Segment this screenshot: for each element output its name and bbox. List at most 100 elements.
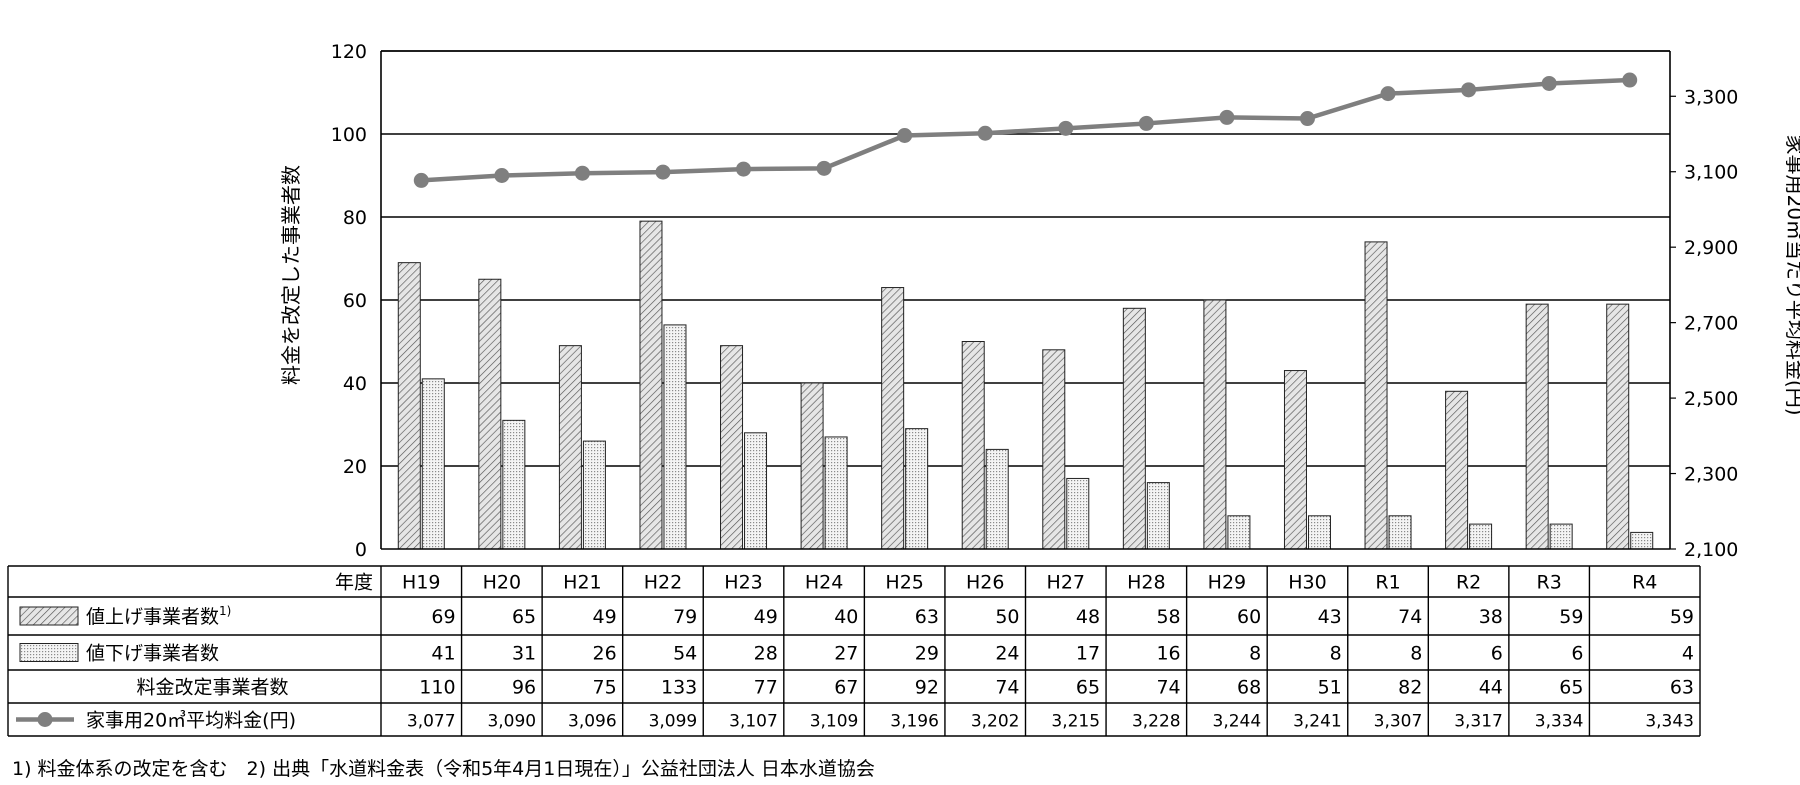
table-cell: 8: [1249, 643, 1261, 665]
table-year-header: H23: [724, 572, 762, 594]
table-cell: 3,196: [890, 712, 939, 732]
table-cell: 8: [1410, 643, 1422, 665]
bar-price-decrease: [1227, 515, 1251, 550]
bar-price-decrease: [1469, 523, 1493, 550]
line-point: [736, 161, 752, 177]
table-year-header: H21: [563, 572, 601, 594]
footnote: 1) 料金体系の改定を含む 2) 出典「水道料金表（令和5年4月1日現在）」公益…: [12, 758, 875, 780]
table-cell: 3,334: [1535, 712, 1584, 732]
table-year-header: R4: [1632, 572, 1657, 594]
line-point: [1219, 109, 1235, 125]
table-year-header: H28: [1127, 572, 1165, 594]
y-right-tick-label: 2,900: [1684, 237, 1738, 259]
bar-price-increase: [397, 262, 421, 550]
table-cell: 28: [754, 643, 778, 665]
table-year-header: H25: [885, 572, 923, 594]
bar-price-increase: [558, 345, 582, 550]
data-table: 年度 H19 H20 H21 H22 H23 H24 H25 H26 H27 H28 H29 H30 R1…: [7, 565, 1701, 737]
bar-price-increase: [478, 278, 502, 550]
table-cell: 3,202: [971, 712, 1020, 732]
line-point: [1622, 72, 1638, 88]
table-cell: 63: [915, 606, 939, 628]
table-cell: 4: [1682, 643, 1694, 665]
table-cell: 96: [512, 677, 536, 699]
table-year-header: H29: [1208, 572, 1246, 594]
table-cell: 41: [431, 643, 455, 665]
y-right-tick-label: 2,700: [1684, 313, 1738, 335]
table-row-label: 家事用20㎥平均料金(円): [86, 710, 296, 732]
table-cell: 50: [995, 606, 1019, 628]
bar-price-decrease: [744, 432, 768, 550]
table-cell: 74: [995, 677, 1019, 699]
table-cell: 3,096: [568, 712, 617, 732]
table-cell: 133: [661, 677, 697, 699]
table-cell: 74: [1398, 606, 1422, 628]
table-cell: 63: [1670, 677, 1694, 699]
y-right-tick-label: 2,500: [1684, 388, 1738, 410]
bar-price-decrease: [1388, 515, 1412, 550]
line-point: [1299, 111, 1315, 127]
bar-price-decrease: [905, 428, 929, 550]
bar-price-increase: [1606, 303, 1630, 550]
table-cell: 51: [1318, 677, 1342, 699]
table-cell: 3,343: [1645, 712, 1694, 732]
bar-price-decrease: [421, 378, 445, 550]
table-year-header: H20: [483, 572, 521, 594]
y-tick-label: 100: [331, 124, 367, 146]
table-year-header: R1: [1375, 572, 1400, 594]
table-cell: 3,099: [649, 712, 698, 732]
table-cell: 43: [1318, 606, 1342, 628]
bar-price-increase: [881, 287, 905, 550]
legend-line-marker: [37, 712, 53, 727]
table-cell: 65: [1559, 677, 1583, 699]
bar-price-decrease: [1146, 482, 1170, 550]
bar-price-increase: [1042, 349, 1066, 550]
y-right-tick-label: 2,300: [1684, 464, 1738, 486]
line-point: [574, 165, 590, 181]
line-point: [413, 172, 429, 188]
table-cell: 3,077: [407, 712, 456, 732]
table-cell: 17: [1076, 643, 1100, 665]
y-tick-label: 60: [343, 290, 367, 312]
y-tick-label: 40: [343, 373, 367, 395]
bar-price-decrease: [1549, 523, 1573, 550]
y-right-tick-label: 3,100: [1684, 162, 1738, 184]
line-average-price: [421, 77, 1630, 183]
line-point: [494, 168, 510, 183]
table-row-label: 値上げ事業者数1): [86, 604, 231, 628]
bar-price-increase: [639, 220, 663, 550]
bar-price-decrease: [663, 324, 687, 550]
table-cell: 16: [1156, 643, 1180, 665]
axes: [380, 50, 1671, 550]
table-cell: 110: [419, 677, 455, 699]
table-cell: 92: [915, 677, 939, 699]
table-cell: 8: [1330, 643, 1342, 665]
table-cell: 31: [512, 643, 536, 665]
y-axis-label-right: 家事用20㎥当たり平均料金(円): [1783, 134, 1800, 415]
y-right-tick-label: 3,300: [1684, 86, 1738, 108]
table-year-header: R3: [1537, 572, 1562, 594]
table-cell: 75: [593, 677, 617, 699]
table-cell: 40: [834, 606, 858, 628]
table-cell: 65: [512, 606, 536, 628]
bar-price-decrease: [1066, 477, 1090, 550]
table-year-header: H30: [1288, 572, 1326, 594]
line-point: [1461, 82, 1477, 98]
line-point: [1380, 86, 1396, 102]
table-cell: 82: [1398, 677, 1422, 699]
line-series: [413, 72, 1638, 188]
bar-price-increase: [1525, 303, 1549, 550]
line-point: [816, 160, 832, 176]
table-cell: 38: [1479, 606, 1503, 628]
line-point: [655, 164, 671, 180]
bar-price-decrease: [582, 440, 606, 550]
table-cell: 6: [1571, 643, 1583, 665]
table-cell: 29: [915, 643, 939, 665]
table-cell: 68: [1237, 677, 1261, 699]
y-tick-label: 20: [343, 456, 367, 478]
bar-price-increase: [961, 341, 985, 550]
table-year-header: H19: [402, 572, 440, 594]
bar-price-increase: [1445, 390, 1469, 550]
table-cell: 3,317: [1454, 712, 1503, 732]
